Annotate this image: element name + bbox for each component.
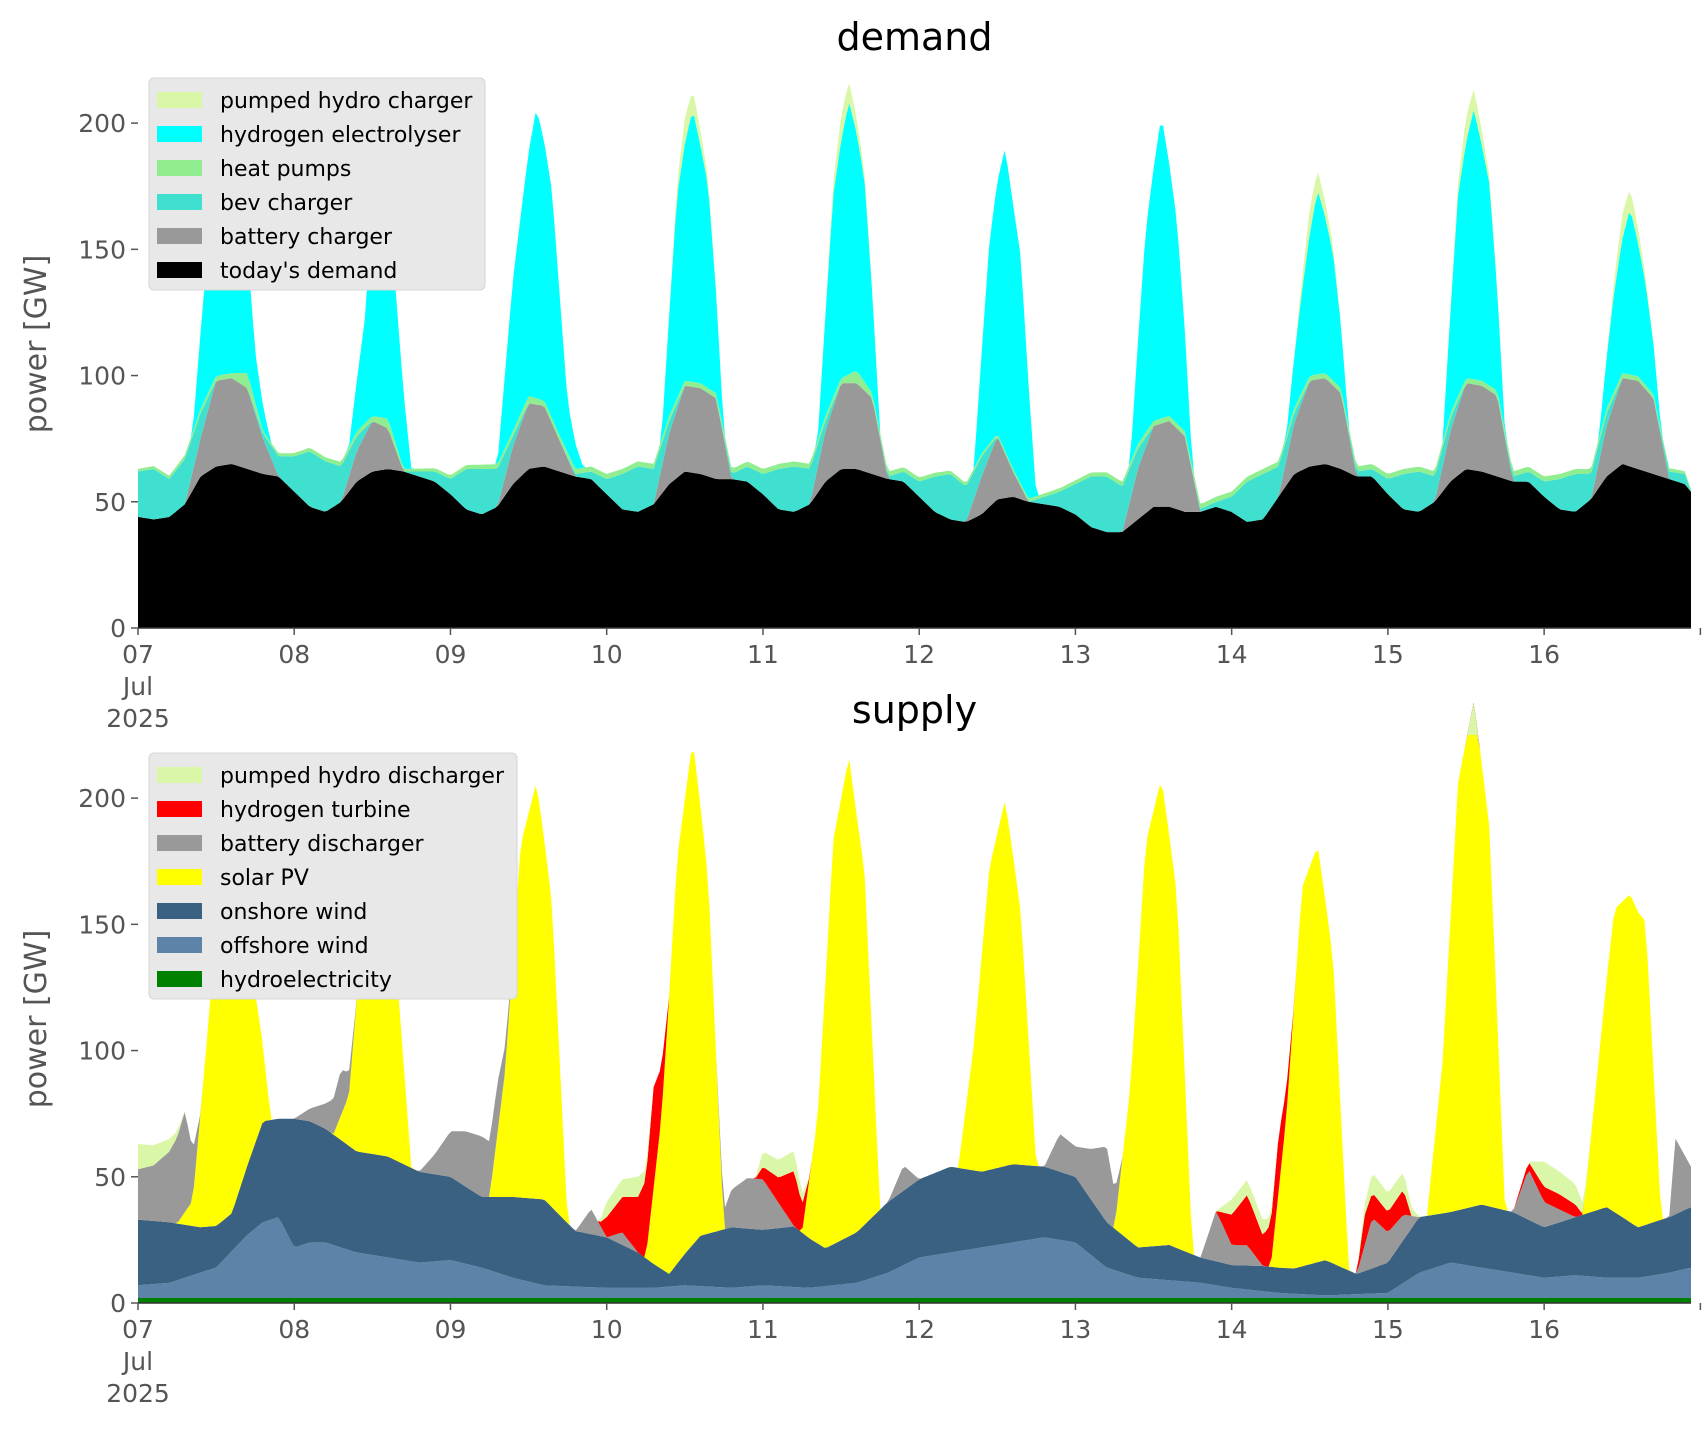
legend-label: heat pumps [220,157,351,182]
legend-swatch [157,971,202,987]
x-tick-label: 14 [1216,1315,1248,1344]
area-hydrogen-electrolyser [138,103,1691,504]
y-tick-label: 150 [78,910,126,939]
area-onshore-wind [138,1118,1691,1296]
legend-box [148,77,486,291]
legend-swatch [157,937,202,953]
supply-chart: supply power [GW] 05010015020007Jul20250… [19,688,1702,1408]
legend-label: onshore wind [220,900,367,925]
demand-legend: pumped hydro charger hydrogen electrolyse… [148,77,486,291]
legend-box [148,752,518,1000]
y-tick-label: 100 [78,1037,126,1066]
legend-label: battery discharger [220,832,425,857]
x-tick-label: 13 [1060,1315,1092,1344]
demand-chart-title: demand [836,15,992,59]
legend-label: solar PV [220,866,309,891]
x-tick-label: 15 [1372,640,1404,669]
area-solar-pv [138,735,1691,1274]
supply-axes: 0 50 100 150 200 07 Jul 2025 08 09 10 11 12 13 14 15 16 [78,784,1702,1408]
x-tick-label: 09 [435,640,467,669]
legend-swatch [157,869,202,885]
y-tick-label: 150 [78,235,126,264]
x-tick-sublabel: Jul [121,1347,153,1376]
x-tick-label: 08 [278,1315,310,1344]
area-hydroelectricity [138,1298,1691,1303]
x-tick-label: 11 [747,640,779,669]
legend-label: hydrogen electrolyser [220,123,461,148]
y-tick-label: 50 [94,488,126,517]
legend-swatch [157,160,202,176]
y-tick-label: 50 [94,1163,126,1192]
x-tick-sublabel: 2025 [106,704,170,733]
demand-axes: 0 50 100 150 200 07 Jul 2025 08 09 10 11 12 13 14 15 16 [78,109,1702,733]
x-tick-label: 07 [122,1315,154,1344]
demand-chart: demand power [GW] 05010015020007Jul20250… [19,15,1702,733]
x-tick-sublabel: Jul [121,672,153,701]
x-tick-label: 15 [1372,1315,1404,1344]
y-tick-label: 200 [78,109,126,138]
legend-label: hydroelectricity [220,968,392,993]
area-todays-demand [138,464,1691,628]
legend-label: pumped hydro charger [220,89,473,114]
x-tick-label: 11 [747,1315,779,1344]
x-tick-label: 10 [591,1315,623,1344]
x-tick-sublabel: 2025 [106,1379,170,1408]
x-tick-label: 07 [122,640,154,669]
x-tick-label: 16 [1528,640,1560,669]
legend-label: today's demand [220,259,397,284]
legend-label: offshore wind [220,934,369,959]
x-tick-label: 14 [1216,640,1248,669]
area-offshore-wind [138,1217,1691,1298]
y-tick-label: 200 [78,784,126,813]
legend-swatch [157,262,202,278]
legend-swatch [157,92,202,108]
x-tick-label: 12 [903,640,935,669]
x-tick-label: 09 [435,1315,467,1344]
x-tick-label: 12 [903,1315,935,1344]
legend-swatch [157,767,202,783]
demand-areas [138,83,1691,628]
legend-swatch [157,835,202,851]
x-tick-label: 10 [591,640,623,669]
area-battery [138,378,1691,533]
supply-y-axis-label: power [GW] [19,930,54,1109]
legend-swatch [157,228,202,244]
legend-label: hydrogen turbine [220,798,411,823]
supply-chart-title: supply [852,688,977,732]
area-battery [138,702,1691,1274]
x-tick-label: 08 [278,640,310,669]
legend-swatch [157,126,202,142]
legend-swatch [157,801,202,817]
y-tick-label: 100 [78,362,126,391]
legend-swatch [157,194,202,210]
legend-swatch [157,903,202,919]
area-heat-pumps [138,371,1691,509]
legend-label: bev charger [220,191,353,216]
demand-y-axis-label: power [GW] [19,255,54,434]
legend-label: battery charger [220,225,393,250]
x-tick-label: 16 [1528,1315,1560,1344]
supply-areas [138,702,1691,1303]
x-tick-label: 13 [1060,640,1092,669]
legend-label: pumped hydro discharger [220,764,505,789]
supply-legend: pumped hydro discharger hydrogen turbine b… [148,752,518,1000]
y-tick-label: 0 [110,1289,126,1318]
y-tick-label: 0 [110,614,126,643]
